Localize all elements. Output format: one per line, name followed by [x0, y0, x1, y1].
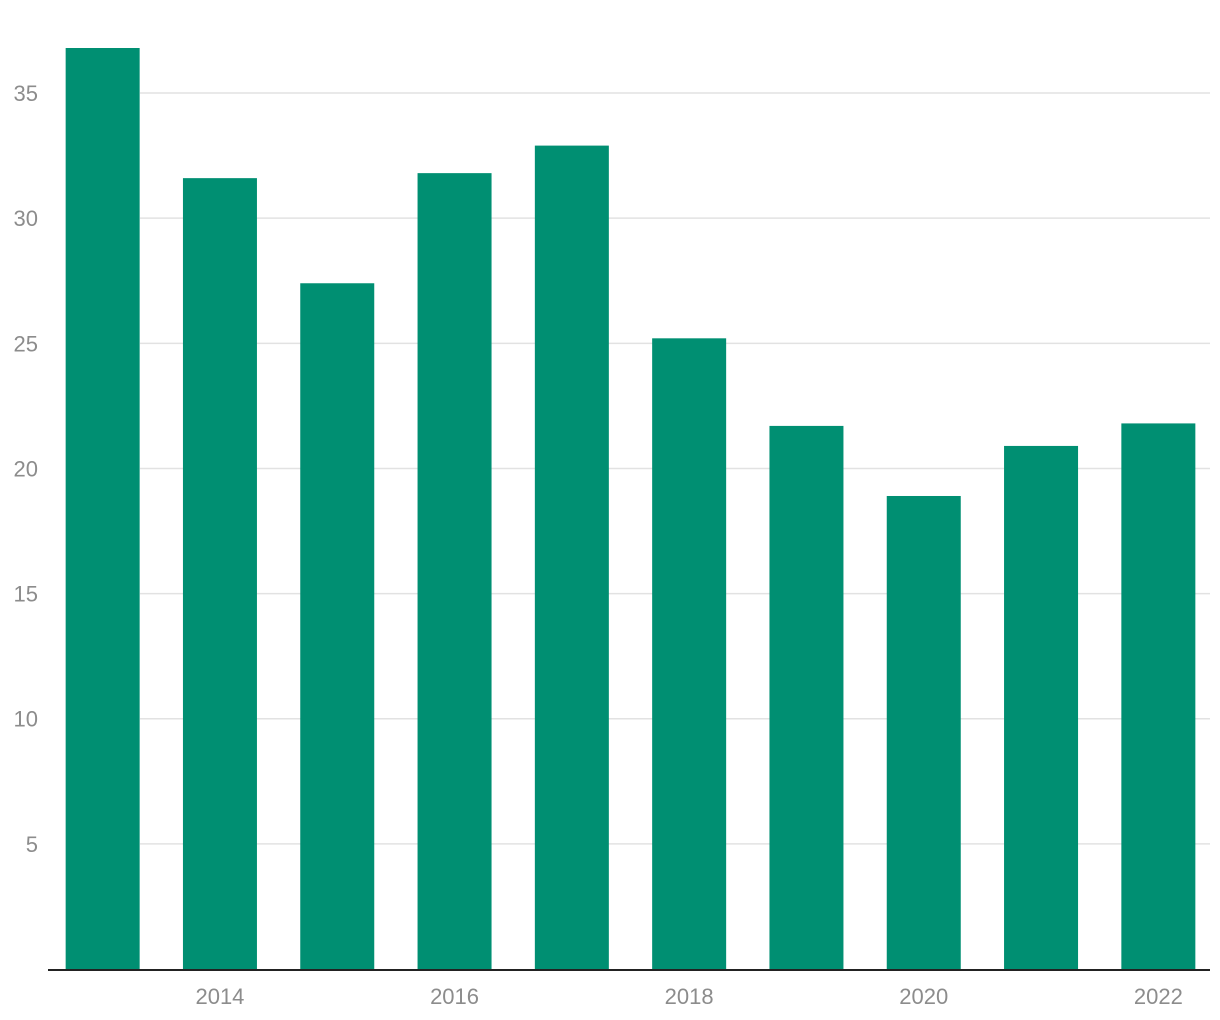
- y-tick-label: 15: [14, 582, 38, 607]
- x-axis-tick-labels: 2014 2016 2018 2020 2022: [195, 984, 1182, 1009]
- bar-2016: [417, 173, 492, 969]
- x-tick-label: 2020: [899, 984, 948, 1009]
- x-tick-label: 2022: [1134, 984, 1183, 1009]
- y-tick-label: 25: [14, 331, 38, 356]
- bar-2013: [65, 48, 140, 969]
- bar-2021: [1004, 445, 1079, 969]
- x-tick-label: 2018: [665, 984, 714, 1009]
- x-tick-label: 2016: [430, 984, 479, 1009]
- bars: [65, 48, 1196, 970]
- bar-2017: [534, 145, 609, 970]
- bar-2015: [300, 283, 375, 969]
- x-tick-label: 2014: [195, 984, 244, 1009]
- bar-2014: [182, 178, 257, 970]
- y-tick-label: 5: [26, 832, 38, 857]
- bar-2020: [886, 495, 961, 969]
- y-tick-label: 10: [14, 707, 38, 732]
- y-tick-label: 20: [14, 456, 38, 481]
- y-axis-tick-labels: 5 10 15 20 25 30 35: [14, 81, 38, 857]
- bar-2022: [1121, 423, 1196, 970]
- y-tick-label: 35: [14, 81, 38, 106]
- y-tick-label: 30: [14, 206, 38, 231]
- bar-2019: [769, 425, 844, 969]
- bar-2018: [652, 338, 727, 970]
